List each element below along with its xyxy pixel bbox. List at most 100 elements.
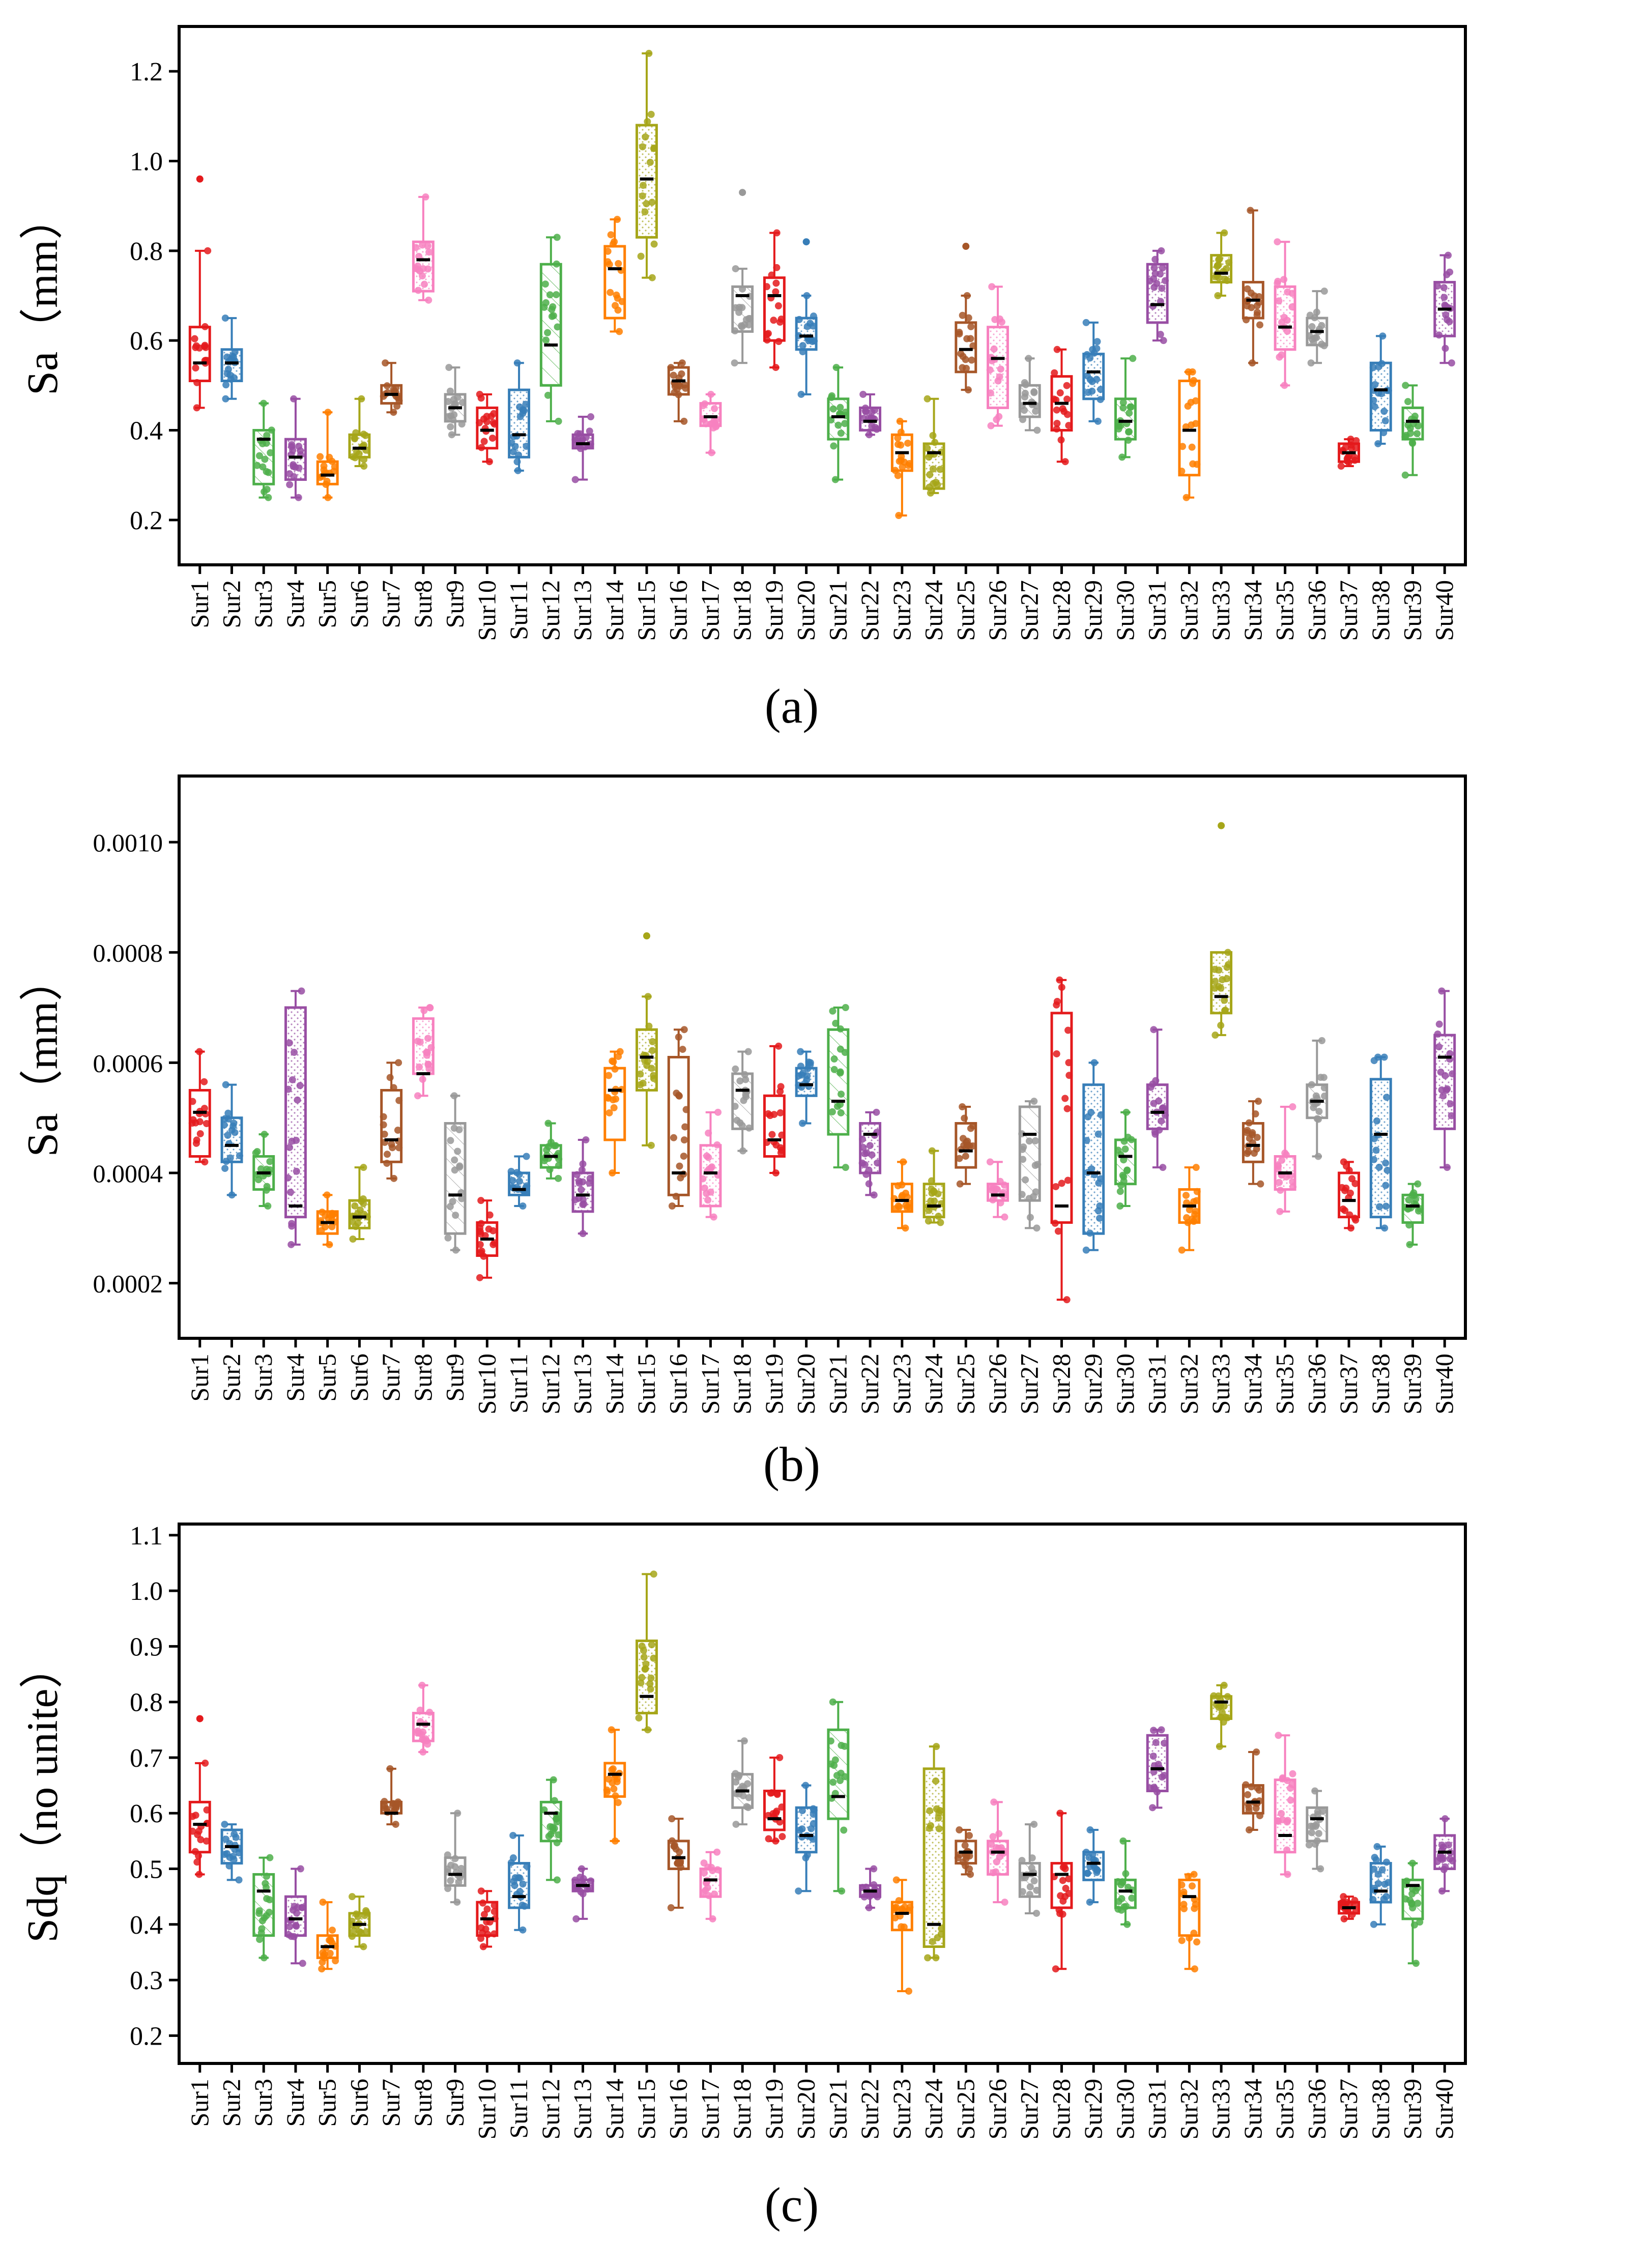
data-point: [230, 1830, 238, 1838]
data-point: [1404, 421, 1412, 429]
box-Sur24: [922, 1147, 945, 1226]
data-point: [710, 1213, 717, 1221]
data-point: [1374, 1871, 1382, 1878]
data-point: [605, 1109, 613, 1116]
x-tick-label: Sur12: [536, 580, 565, 641]
data-point: [959, 311, 966, 319]
data-point: [1305, 1841, 1313, 1849]
data-point: [395, 1059, 402, 1067]
data-point: [1374, 440, 1382, 447]
box-Sur21: [827, 1004, 850, 1171]
data-point: [197, 1836, 205, 1844]
data-point: [1278, 1810, 1285, 1817]
data-point: [1061, 1095, 1069, 1102]
data-point: [1126, 409, 1133, 417]
data-point: [711, 1890, 718, 1898]
data-point: [1192, 397, 1199, 405]
panel-b: 0.0002 0.0004 0.0006 0.0008 0.0010 Sa（mm） Sur1…: [18, 774, 1467, 1491]
data-point: [1150, 1100, 1158, 1107]
x-tick-label: Sur36: [1302, 1354, 1331, 1414]
x-tick-label: Sur35: [1271, 2079, 1299, 2139]
box-Sur24: [922, 1743, 945, 1962]
data-point: [1440, 284, 1448, 292]
x-tick-label: Sur23: [887, 2079, 916, 2139]
data-point: [680, 417, 688, 425]
data-point: [480, 1911, 488, 1918]
data-point: [932, 1777, 940, 1785]
data-point: [988, 283, 996, 291]
x-tick-label: Sur16: [664, 2079, 693, 2139]
data-point: [609, 1169, 616, 1176]
data-point: [680, 1026, 688, 1033]
data-point: [1288, 1781, 1296, 1788]
box-Sur37: [1337, 436, 1360, 470]
data-point: [1189, 380, 1196, 387]
data-point: [221, 1165, 229, 1172]
data-point: [1157, 331, 1164, 338]
data-point: [1119, 1171, 1127, 1179]
data-point: [221, 314, 229, 322]
box-Sur40: [1433, 251, 1456, 367]
data-point: [1086, 354, 1094, 362]
data-point: [1019, 1156, 1027, 1163]
data-point: [1124, 437, 1132, 444]
data-point: [1122, 1108, 1130, 1116]
data-point: [476, 419, 483, 426]
data-point: [419, 241, 426, 249]
data-point: [386, 1765, 394, 1772]
data-point: [319, 1209, 326, 1216]
box-Sur29: [1082, 319, 1105, 425]
box-Sur19: [763, 229, 786, 371]
data-point: [773, 264, 781, 271]
data-point: [1225, 259, 1233, 267]
data-point: [223, 353, 231, 361]
data-point: [1117, 1906, 1125, 1914]
x-tick-label: Sur11: [504, 1354, 533, 1414]
iqr-box: [763, 276, 786, 342]
box-Sur18: [731, 1737, 754, 1828]
data-point: [895, 512, 903, 520]
data-point: [906, 460, 913, 467]
data-point: [959, 353, 967, 360]
data-point: [1128, 1136, 1135, 1143]
data-point: [191, 335, 198, 342]
box-Sur16: [667, 1026, 690, 1210]
data-point: [772, 1169, 780, 1176]
y-tick-label: 0.5: [130, 1855, 163, 1884]
data-point: [457, 1864, 465, 1872]
data-point: [1019, 416, 1026, 423]
data-point: [832, 364, 840, 371]
data-point: [1097, 396, 1104, 404]
data-point: [904, 439, 912, 447]
data-point: [990, 1798, 998, 1806]
data-point: [902, 1224, 909, 1232]
data-point: [316, 453, 324, 461]
box-Sur3: [252, 399, 275, 501]
data-point: [680, 1136, 688, 1144]
data-point: [389, 1144, 396, 1152]
data-point: [961, 1114, 968, 1122]
x-tick-label: Sur31: [1143, 1354, 1171, 1414]
data-point: [767, 1789, 774, 1797]
data-point: [263, 440, 270, 447]
data-point: [476, 1228, 484, 1236]
data-point: [326, 1949, 334, 1957]
x-tick-label: Sur35: [1271, 1354, 1299, 1414]
data-point: [1288, 303, 1296, 311]
data-point: [956, 1155, 963, 1162]
data-point: [357, 1929, 365, 1936]
data-point: [415, 252, 423, 260]
data-point: [702, 1887, 709, 1894]
x-tick-label: Sur13: [568, 2079, 597, 2139]
data-point: [450, 1092, 458, 1100]
data-point: [1441, 1815, 1449, 1823]
x-tick-label: Sur7: [377, 2079, 405, 2127]
data-point: [707, 1164, 714, 1172]
box-Sur33: [1210, 822, 1233, 1039]
data-point: [1053, 425, 1060, 433]
box-Sur9: [444, 1092, 467, 1254]
data-point: [454, 1147, 462, 1155]
box-Sur19: [763, 1042, 786, 1176]
data-point: [610, 1104, 618, 1111]
data-point: [350, 1928, 358, 1935]
